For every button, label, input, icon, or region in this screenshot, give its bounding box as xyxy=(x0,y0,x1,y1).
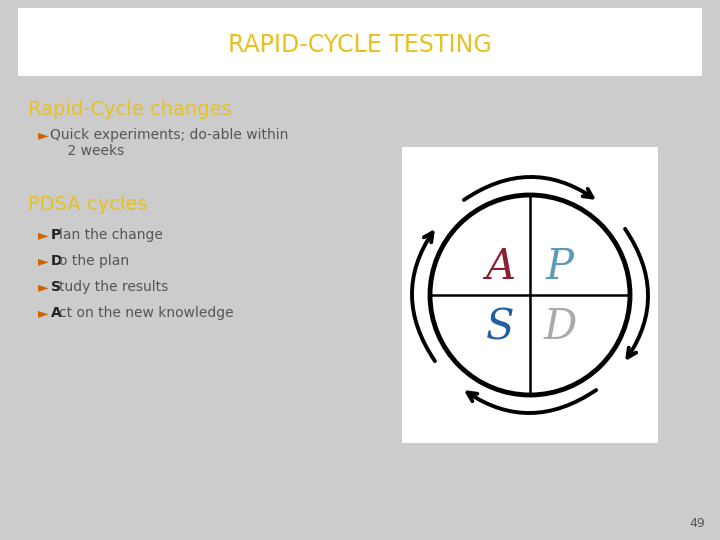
Text: PDSA cycles: PDSA cycles xyxy=(28,195,148,214)
Text: S: S xyxy=(51,280,61,294)
FancyBboxPatch shape xyxy=(402,147,658,443)
Text: RAPID-CYCLE TESTING: RAPID-CYCLE TESTING xyxy=(228,33,492,57)
Text: ct on the new knowledge: ct on the new knowledge xyxy=(59,306,233,320)
Text: ►: ► xyxy=(38,254,49,268)
FancyBboxPatch shape xyxy=(18,8,702,76)
Text: D: D xyxy=(51,254,63,268)
Text: o the plan: o the plan xyxy=(59,254,129,268)
Text: D: D xyxy=(544,306,577,348)
Text: lan the change: lan the change xyxy=(59,228,163,242)
Text: ►: ► xyxy=(38,306,49,320)
Text: Rapid-Cycle changes: Rapid-Cycle changes xyxy=(28,100,232,119)
FancyArrowPatch shape xyxy=(464,177,593,200)
Text: A: A xyxy=(51,306,62,320)
FancyArrowPatch shape xyxy=(412,233,435,361)
Text: ►: ► xyxy=(38,128,49,142)
FancyArrowPatch shape xyxy=(467,390,596,413)
Text: A: A xyxy=(485,246,515,288)
Text: P: P xyxy=(546,246,574,288)
Text: ►: ► xyxy=(38,228,49,242)
Text: ►: ► xyxy=(38,280,49,294)
Text: 49: 49 xyxy=(689,517,705,530)
Text: Quick experiments; do-able within
    2 weeks: Quick experiments; do-able within 2 week… xyxy=(50,128,289,158)
FancyArrowPatch shape xyxy=(625,229,648,357)
Text: P: P xyxy=(51,228,61,242)
Text: S: S xyxy=(486,306,514,348)
Text: tudy the results: tudy the results xyxy=(59,280,168,294)
